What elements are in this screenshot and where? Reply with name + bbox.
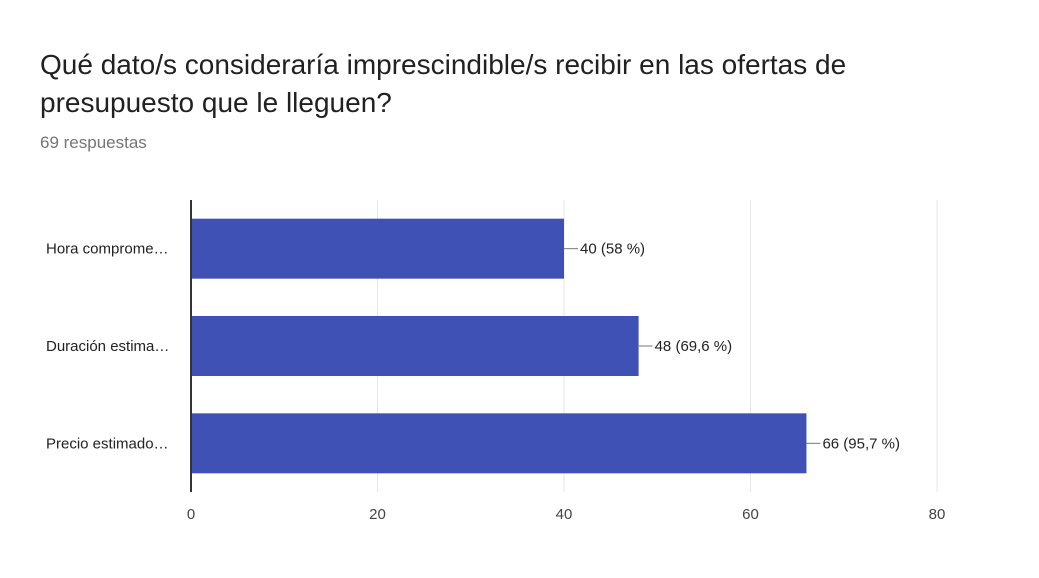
bar-0 bbox=[191, 218, 564, 279]
data-label-0: 40 (58 %) bbox=[580, 241, 645, 258]
data-label-1: 48 (69,6 %) bbox=[655, 338, 733, 355]
bar-1 bbox=[191, 316, 639, 376]
response-count: 69 respuestas bbox=[40, 133, 147, 152]
chart-title: Qué dato/s consideraría imprescindible/s… bbox=[40, 49, 847, 118]
x-tick-label-3: 60 bbox=[742, 506, 759, 523]
category-label-0: Hora comprome… bbox=[46, 241, 169, 258]
data-label-2: 66 (95,7 %) bbox=[822, 435, 900, 452]
category-label-1: Duración estima… bbox=[46, 338, 169, 355]
bar-2 bbox=[191, 413, 807, 474]
x-tick-label-2: 40 bbox=[556, 506, 573, 523]
x-tick-label-1: 20 bbox=[369, 506, 386, 523]
x-tick-label-0: 0 bbox=[187, 506, 195, 523]
x-tick-label-4: 80 bbox=[929, 506, 946, 523]
category-label-2: Precio estimado… bbox=[46, 435, 169, 452]
